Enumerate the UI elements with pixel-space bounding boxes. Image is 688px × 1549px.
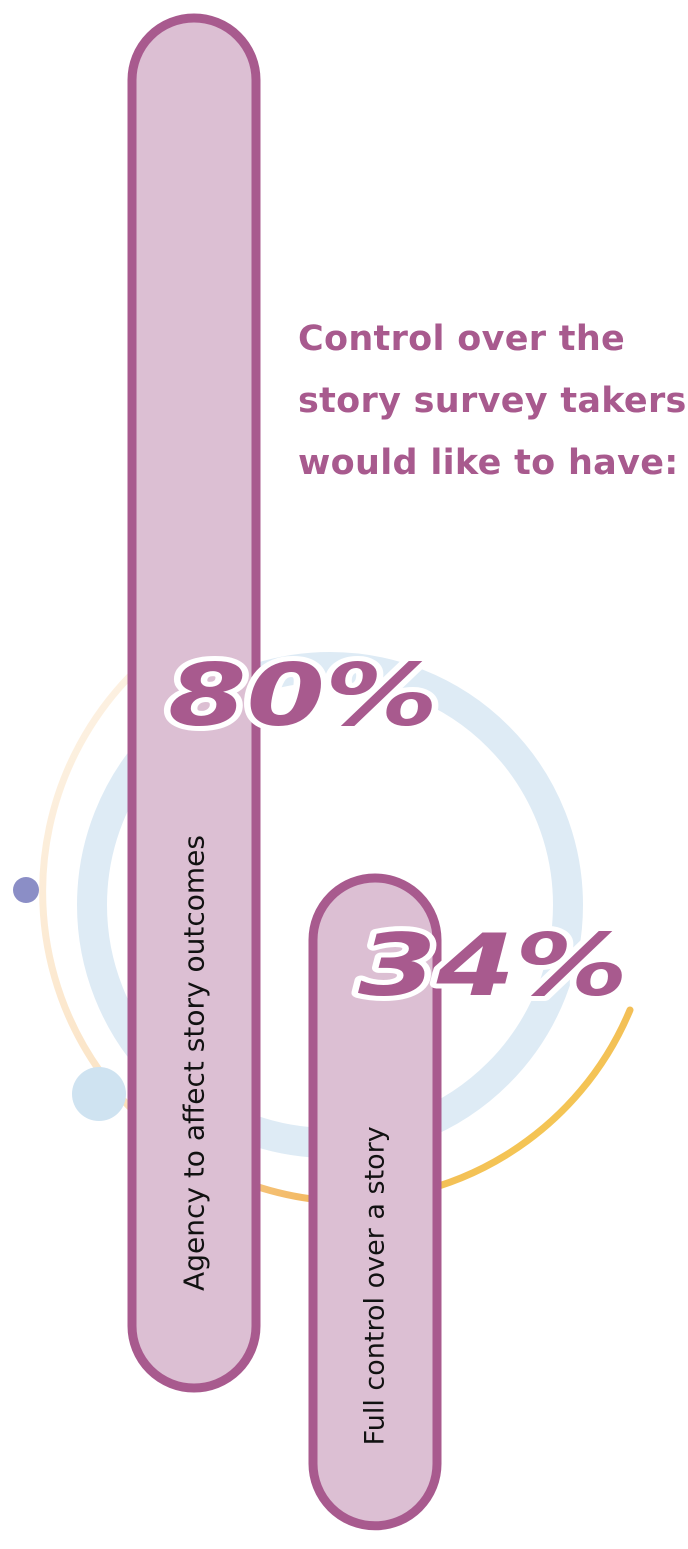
headline-line: would like to have: xyxy=(298,443,679,483)
value-labels-layer: 80% 34% xyxy=(163,641,633,1021)
bar-label-2: Full control over a story xyxy=(360,1126,391,1445)
headline-line: story survey takers xyxy=(298,381,687,421)
bar-1 xyxy=(127,13,261,1393)
value-label-1: 80% xyxy=(168,646,438,746)
periwinkle-dot xyxy=(13,877,39,903)
bar-2 xyxy=(308,873,442,1531)
bar-labels-layer: Agency to affect story outcomes Full cont… xyxy=(178,835,391,1445)
bar-label-1: Agency to affect story outcomes xyxy=(178,835,211,1291)
headline-line: Control over the xyxy=(298,319,626,359)
bars-layer xyxy=(127,13,442,1531)
headline: Control over the story survey takers wou… xyxy=(298,308,688,494)
value-label-2: 34% xyxy=(358,916,628,1016)
light-blue-dot xyxy=(72,1067,126,1121)
